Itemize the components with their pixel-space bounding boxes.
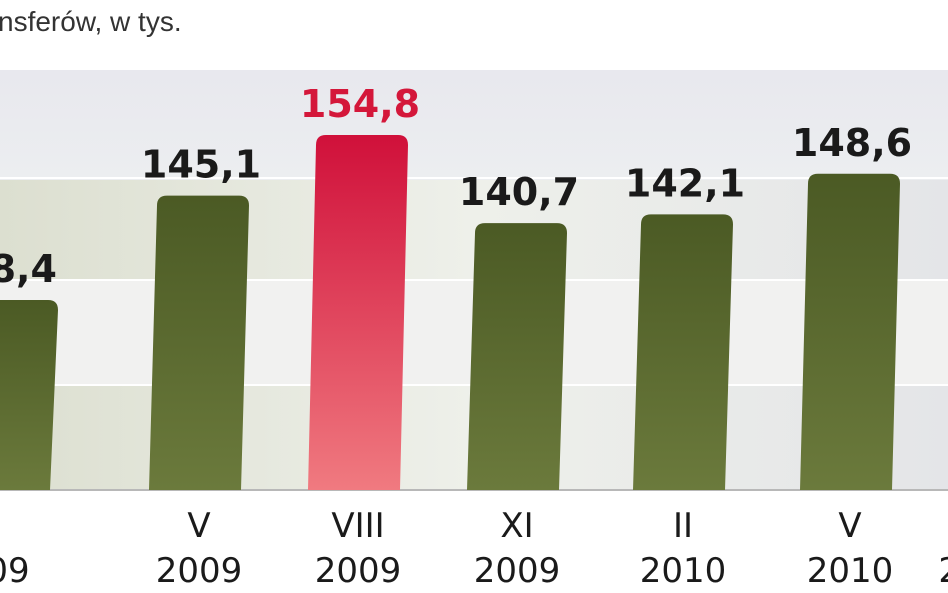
tick-year-5: 2010 <box>807 551 894 591</box>
value-label-5: 148,6 <box>792 121 912 165</box>
tick-month-1: V <box>187 506 210 546</box>
value-labels: 28,4 145,1 154,8 140,7 142,1 148,6 <box>0 82 912 291</box>
bar-2 <box>308 135 408 490</box>
band-top <box>0 70 948 180</box>
value-label-4: 142,1 <box>625 161 745 205</box>
tick-month-5: V <box>838 506 861 546</box>
value-label-0: 28,4 <box>0 247 57 291</box>
tick-month-2: VIII <box>331 506 384 546</box>
tick-year-4: 2010 <box>640 551 727 591</box>
bar-4 <box>633 214 733 490</box>
tick-year-6: 20 <box>938 551 948 591</box>
value-label-2: 154,8 <box>300 82 420 126</box>
bar-5 <box>800 173 900 490</box>
value-label-3: 140,7 <box>459 170 579 214</box>
bar-0 <box>0 300 58 490</box>
bar-1 <box>149 195 249 490</box>
tick-month-4: II <box>673 506 693 546</box>
value-label-1: 145,1 <box>141 143 261 187</box>
tick-year-2: 2009 <box>315 551 402 591</box>
tick-year-0: 09 <box>0 551 30 591</box>
bar-3 <box>467 223 567 490</box>
tick-month-3: XI <box>500 506 533 546</box>
chart-subtitle: nsferów, w tys. <box>0 6 182 37</box>
bars <box>0 135 900 490</box>
tick-year-1: 2009 <box>156 551 243 591</box>
x-axis-ticks: 09V2009VIII2009XI2009II2010V2010V20 <box>0 506 948 591</box>
tick-year-3: 2009 <box>474 551 561 591</box>
